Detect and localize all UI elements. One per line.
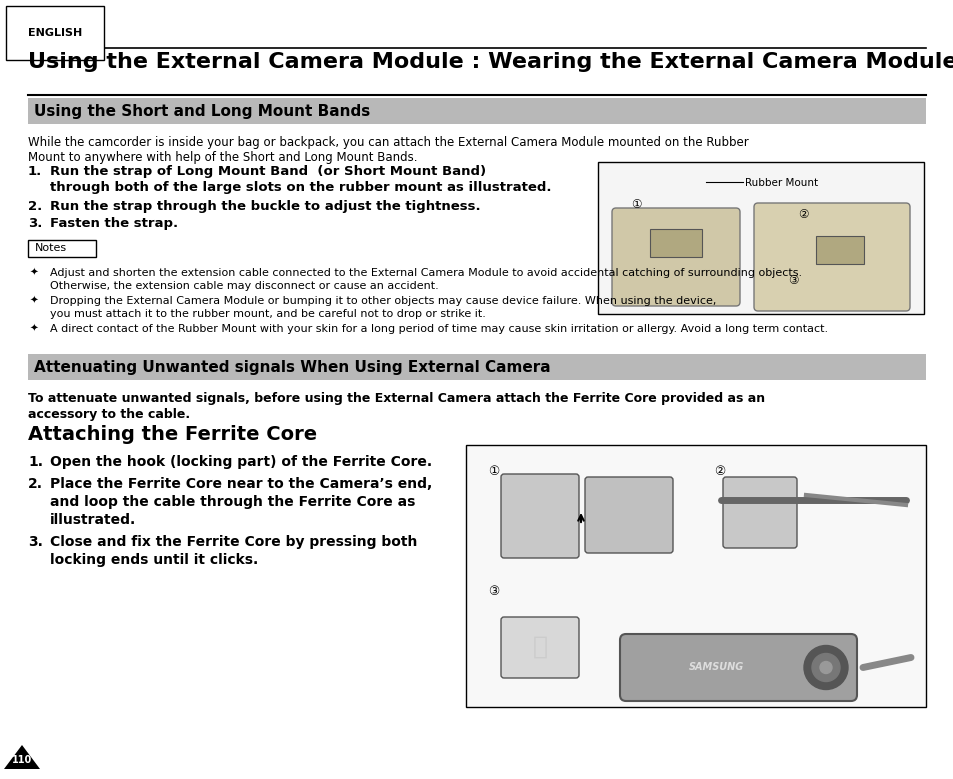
Circle shape [811,654,840,682]
Text: Adjust and shorten the extension cable connected to the External Camera Module t: Adjust and shorten the extension cable c… [50,268,801,278]
Text: Close and fix the Ferrite Core by pressing both: Close and fix the Ferrite Core by pressi… [50,535,417,549]
Text: Mount to anywhere with help of the Short and Long Mount Bands.: Mount to anywhere with help of the Short… [28,151,417,164]
FancyBboxPatch shape [584,477,672,553]
Text: Rubber Mount: Rubber Mount [744,178,818,188]
FancyBboxPatch shape [753,203,909,311]
Polygon shape [4,745,40,769]
Text: ②: ② [797,207,807,220]
Text: 1.: 1. [28,165,42,178]
FancyBboxPatch shape [500,474,578,558]
Bar [465,445,925,707]
Text: ①: ① [630,198,640,210]
FancyBboxPatch shape [619,634,856,701]
Text: Run the strap through the buckle to adjust the tightness.: Run the strap through the buckle to adju… [50,200,480,213]
Text: Dropping the External Camera Module or bumping it to other objects may cause dev: Dropping the External Camera Module or b… [50,296,716,306]
FancyBboxPatch shape [722,477,796,548]
FancyBboxPatch shape [28,240,96,257]
Text: ③: ③ [787,273,798,287]
Text: you must attach it to the rubber mount, and be careful not to drop or strike it.: you must attach it to the rubber mount, … [50,309,485,319]
Text: 3.: 3. [28,535,43,549]
Text: ENGLISH: ENGLISH [28,28,82,38]
Text: 2.: 2. [28,477,43,491]
Text: ③: ③ [488,585,498,598]
Bar [649,229,701,257]
Text: 110: 110 [11,755,32,765]
Text: Using the External Camera Module : Wearing the External Camera Module: Using the External Camera Module : Weari… [28,52,953,72]
Text: 2.: 2. [28,200,42,213]
Text: through both of the large slots on the rubber mount as illustrated.: through both of the large slots on the r… [50,181,551,194]
Text: ✋: ✋ [532,635,547,659]
Text: While the camcorder is inside your bag or backpack, you can attach the External : While the camcorder is inside your bag o… [28,136,748,149]
Text: Place the Ferrite Core near to the Camera’s end,: Place the Ferrite Core near to the Camer… [50,477,432,491]
Text: Fasten the strap.: Fasten the strap. [50,217,178,230]
Text: To attenuate unwanted signals, before using the External Camera attach the Ferri: To attenuate unwanted signals, before us… [28,392,764,405]
Circle shape [820,661,831,674]
Text: ✦: ✦ [30,324,39,334]
FancyBboxPatch shape [500,617,578,678]
Bar [28,354,925,380]
Text: Open the hook (locking part) of the Ferrite Core.: Open the hook (locking part) of the Ferr… [50,455,432,469]
Circle shape [803,646,847,689]
Text: Attaching the Ferrite Core: Attaching the Ferrite Core [28,425,316,444]
Bar [815,236,863,264]
Text: Attenuating Unwanted signals When Using External Camera: Attenuating Unwanted signals When Using … [34,359,550,375]
Text: 3.: 3. [28,217,42,230]
Text: Run the strap of Long Mount Band  (or Short Mount Band): Run the strap of Long Mount Band (or Sho… [50,165,486,178]
Text: ✦: ✦ [30,268,39,278]
Text: ①: ① [488,465,498,478]
Text: accessory to the cable.: accessory to the cable. [28,408,190,421]
Text: ✦: ✦ [30,296,39,306]
Text: illustrated.: illustrated. [50,513,136,527]
Text: Notes: Notes [35,243,67,253]
Text: ②: ② [713,465,724,478]
Text: 1.: 1. [28,455,43,469]
Text: Using the Short and Long Mount Bands: Using the Short and Long Mount Bands [34,104,370,118]
Text: Otherwise, the extension cable may disconnect or cause an accident.: Otherwise, the extension cable may disco… [50,281,438,291]
Text: and loop the cable through the Ferrite Core as: and loop the cable through the Ferrite C… [50,495,415,509]
Text: SAMSUNG: SAMSUNG [688,662,742,672]
Text: locking ends until it clicks.: locking ends until it clicks. [50,553,258,567]
Bar [28,98,925,124]
Bar [598,162,923,314]
Text: A direct contact of the Rubber Mount with your skin for a long period of time ma: A direct contact of the Rubber Mount wit… [50,324,827,334]
FancyBboxPatch shape [612,208,740,306]
